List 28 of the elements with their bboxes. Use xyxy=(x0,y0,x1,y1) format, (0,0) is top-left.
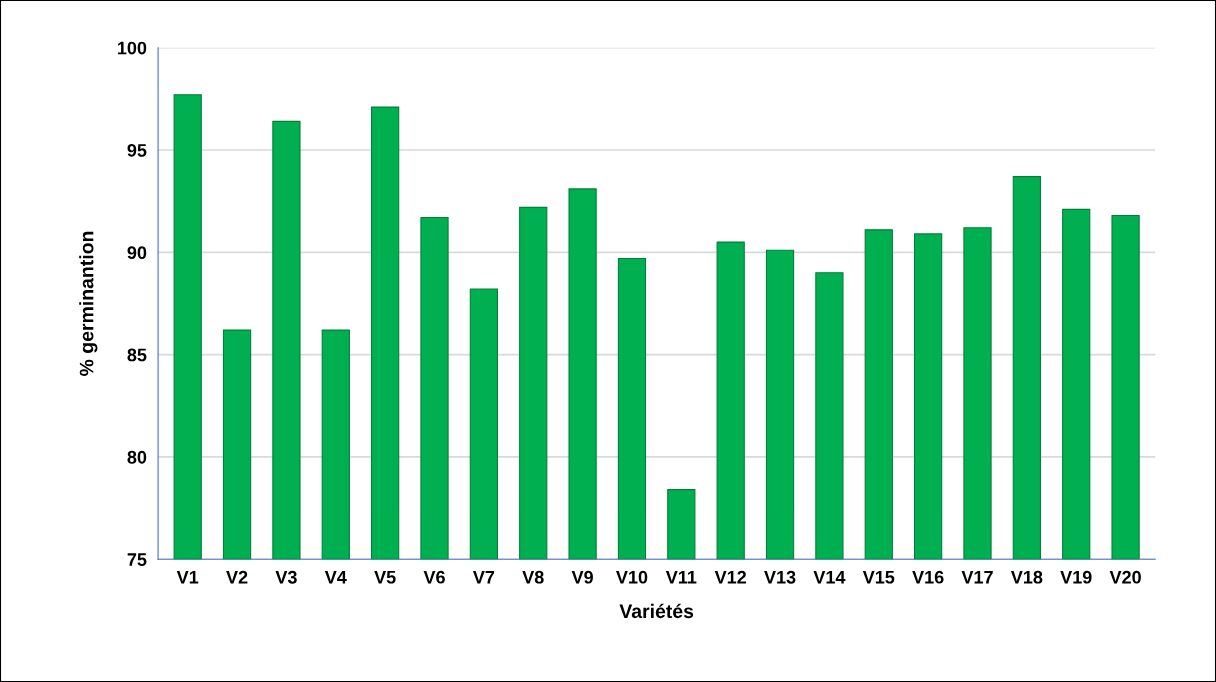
y-tick-label: 80 xyxy=(127,450,147,464)
x-tick-label: V12 xyxy=(714,570,747,584)
y-tick-label: 100 xyxy=(117,41,147,55)
x-tick-label: V18 xyxy=(1010,570,1043,584)
x-tick-label: V19 xyxy=(1060,570,1092,584)
x-axis-title: Variétés xyxy=(619,603,694,619)
x-tick-label: V8 xyxy=(522,570,544,584)
y-axis-title: % germinantion xyxy=(79,231,98,376)
x-tick-label: V14 xyxy=(813,571,846,584)
y-tick-label: 95 xyxy=(127,143,147,157)
x-tick-label: V5 xyxy=(374,571,396,584)
x-tick-label: V10 xyxy=(616,570,648,584)
x-tick-label: V6 xyxy=(423,570,445,584)
x-tick-label: V11 xyxy=(665,571,697,584)
x-tick-label: V13 xyxy=(764,570,796,584)
x-tick-label: V9 xyxy=(571,570,593,584)
x-tick-label: V7 xyxy=(472,571,495,584)
x-tick-label: V1 xyxy=(176,571,199,584)
y-tick-label: 85 xyxy=(127,348,147,362)
x-tick-label: V2 xyxy=(226,570,248,584)
x-tick-label: V20 xyxy=(1109,570,1141,584)
x-tick-label: V17 xyxy=(961,571,993,584)
x-tick-label: V16 xyxy=(912,570,944,584)
x-tick-label: V4 xyxy=(324,571,347,584)
y-tick-label: 90 xyxy=(127,246,147,260)
x-tick-label: V3 xyxy=(275,570,297,584)
y-tick-label: 75 xyxy=(127,553,147,566)
x-tick-label: V15 xyxy=(862,571,895,584)
